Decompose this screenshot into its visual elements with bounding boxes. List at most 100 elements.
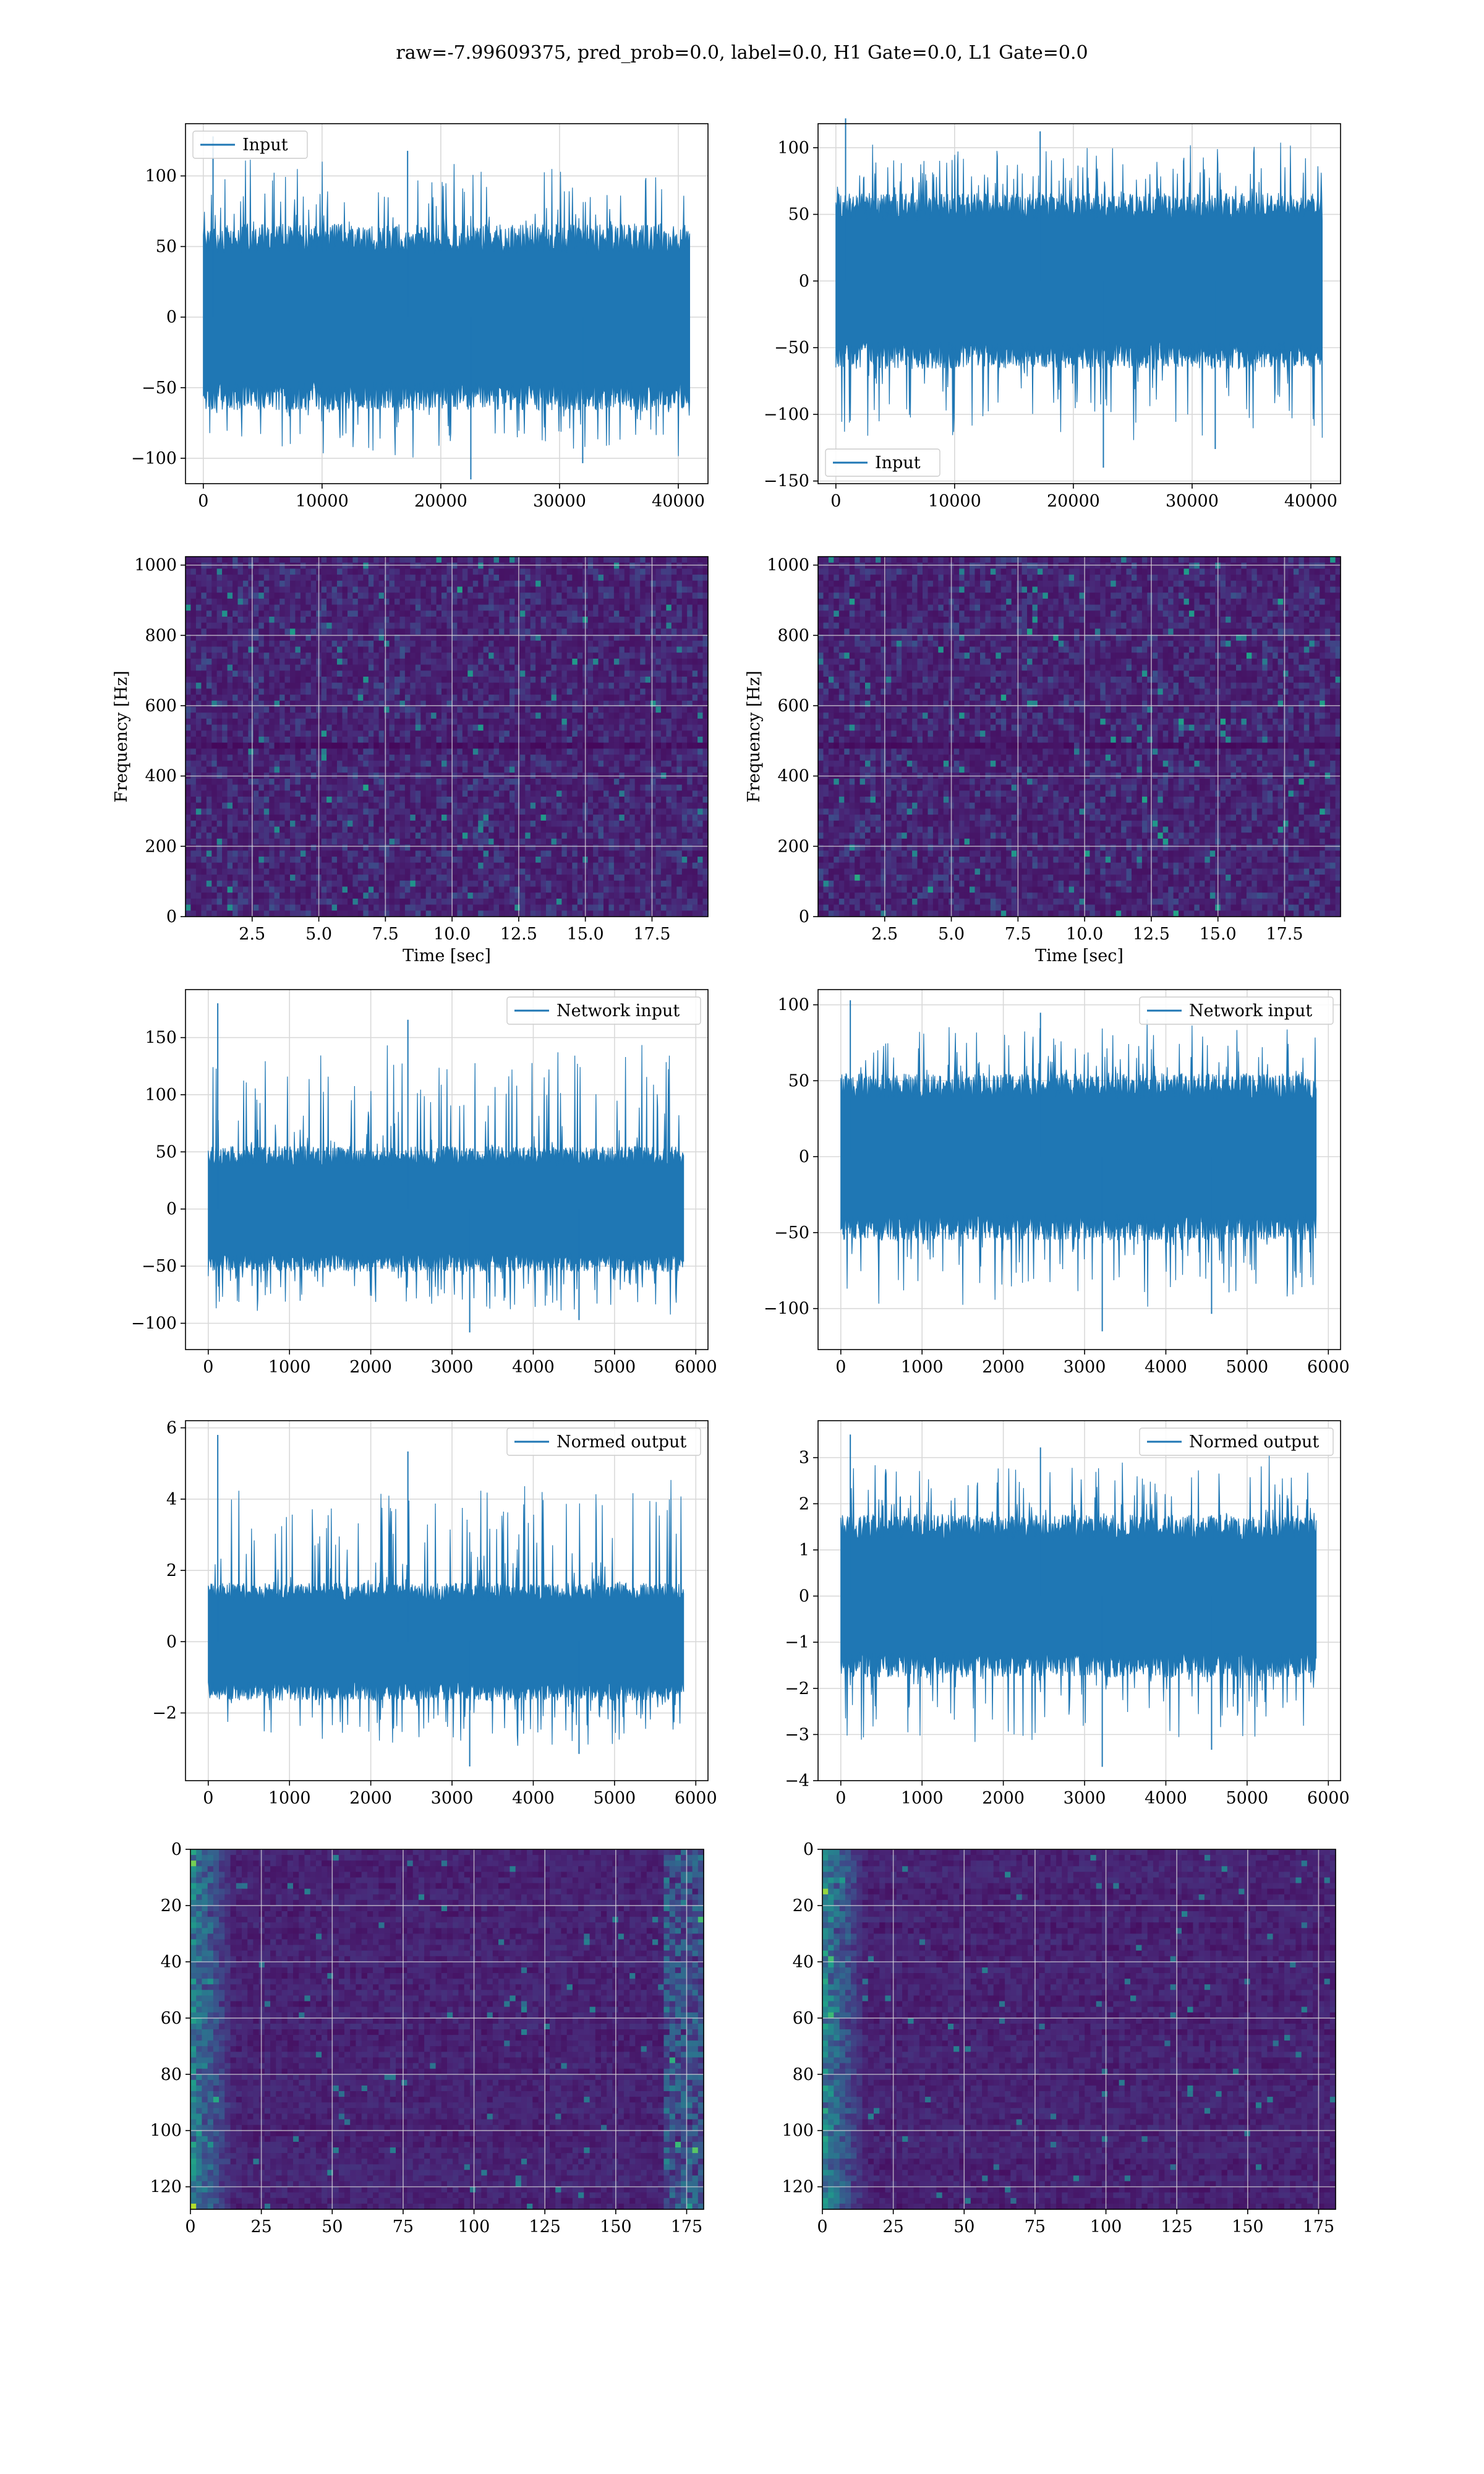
heatmap-cell <box>446 682 453 689</box>
heatmap-cell <box>488 557 495 563</box>
heatmap-cell <box>483 790 489 797</box>
heatmap-cell <box>514 586 521 593</box>
heatmap-cell <box>525 730 531 737</box>
heatmap-cell <box>373 593 380 599</box>
heatmap-cell <box>216 688 223 695</box>
heatmap-cell <box>640 784 646 791</box>
heatmap-cell <box>248 640 254 648</box>
heatmap-cell <box>274 610 280 617</box>
heatmap-cell <box>540 700 547 708</box>
heatmap-cell <box>640 838 646 845</box>
heatmap-cell <box>420 802 427 809</box>
heatmap-cell <box>478 778 484 785</box>
heatmap-cell <box>514 610 521 617</box>
heatmap-cell <box>577 755 583 761</box>
heatmap-cell <box>441 844 447 851</box>
heatmap-cell <box>530 640 536 648</box>
heatmap-cell <box>279 653 286 659</box>
heatmap-cell <box>556 713 562 719</box>
heatmap-cell <box>540 640 547 648</box>
heatmap-cell <box>572 586 578 593</box>
heatmap-cell <box>227 575 233 581</box>
heatmap-cell <box>310 760 317 768</box>
heatmap-cell <box>697 646 704 653</box>
heatmap-cell <box>415 646 421 653</box>
heatmap-cell <box>201 664 207 671</box>
heatmap-cell <box>697 635 704 641</box>
heatmap-cell <box>195 670 202 677</box>
heatmap-cell <box>410 677 416 683</box>
heatmap-cell <box>222 713 228 719</box>
heatmap-cell <box>697 586 704 593</box>
heatmap-cell <box>431 628 437 635</box>
heatmap-cell <box>566 833 573 839</box>
heatmap-cell <box>697 797 704 803</box>
heatmap-cell <box>404 838 411 845</box>
heatmap-cell <box>274 778 280 785</box>
heatmap-cell <box>269 635 275 641</box>
heatmap-cell <box>676 742 683 749</box>
heatmap-cell <box>671 610 677 617</box>
heatmap-cell <box>671 575 677 581</box>
heatmap-cell <box>483 598 489 606</box>
heatmap-cell <box>556 844 562 851</box>
heatmap-cell <box>535 802 542 809</box>
heatmap-cell <box>363 737 369 743</box>
heatmap-cell <box>478 706 484 713</box>
heatmap-cell <box>593 713 599 719</box>
heatmap-cell <box>629 617 636 623</box>
heatmap-cell <box>410 713 416 719</box>
heatmap-cell <box>530 833 536 839</box>
heatmap-cell <box>546 682 552 689</box>
heatmap-cell <box>342 778 348 785</box>
heatmap-cell <box>222 833 228 839</box>
heatmap-cell <box>551 628 557 635</box>
heatmap-cell <box>284 658 291 666</box>
heatmap-cell <box>378 575 385 581</box>
heatmap-cell <box>384 700 390 708</box>
heatmap-cell <box>666 730 672 737</box>
heatmap-cell <box>645 820 651 828</box>
heatmap-cell <box>269 802 275 809</box>
heatmap-cell <box>284 557 291 563</box>
heatmap-cell <box>384 610 390 617</box>
heatmap-cell <box>676 568 683 575</box>
heatmap-cell <box>452 742 458 749</box>
heatmap-cell <box>227 670 233 677</box>
heatmap-cell <box>483 797 489 803</box>
heatmap-cell <box>274 838 280 845</box>
heatmap-cell <box>551 730 557 737</box>
heatmap-cell <box>337 593 343 599</box>
heatmap-cell <box>206 844 212 851</box>
heatmap-cell <box>561 820 568 828</box>
heatmap-cell <box>300 790 306 797</box>
heatmap-cell <box>493 575 500 581</box>
heatmap-cell <box>493 790 500 797</box>
heatmap-cell <box>488 790 495 797</box>
heatmap-cell <box>546 593 552 599</box>
heatmap-cell <box>321 766 327 773</box>
heatmap-cell <box>655 730 662 737</box>
heatmap-cell <box>201 766 207 773</box>
heatmap-cell <box>634 604 641 611</box>
heatmap-cell <box>457 713 463 719</box>
heatmap-cell <box>587 682 594 689</box>
heatmap-cell <box>269 677 275 683</box>
heatmap-cell <box>206 586 212 593</box>
heatmap-cell <box>284 677 291 683</box>
heatmap-cell <box>310 586 317 593</box>
heatmap-cell <box>431 622 437 629</box>
heatmap-cell <box>232 670 239 677</box>
heatmap-cell <box>566 706 573 713</box>
y-tick-label: 0 <box>166 308 177 327</box>
heatmap-cell <box>577 844 583 851</box>
heatmap-cell <box>676 646 683 653</box>
heatmap-cell <box>504 737 510 743</box>
heatmap-cell <box>222 844 228 851</box>
heatmap-cell <box>300 580 306 588</box>
heatmap-cell <box>253 664 259 671</box>
heatmap-cell <box>645 838 651 845</box>
heatmap-cell <box>462 640 468 648</box>
heatmap-cell <box>186 557 191 563</box>
heatmap-cell <box>587 724 594 731</box>
